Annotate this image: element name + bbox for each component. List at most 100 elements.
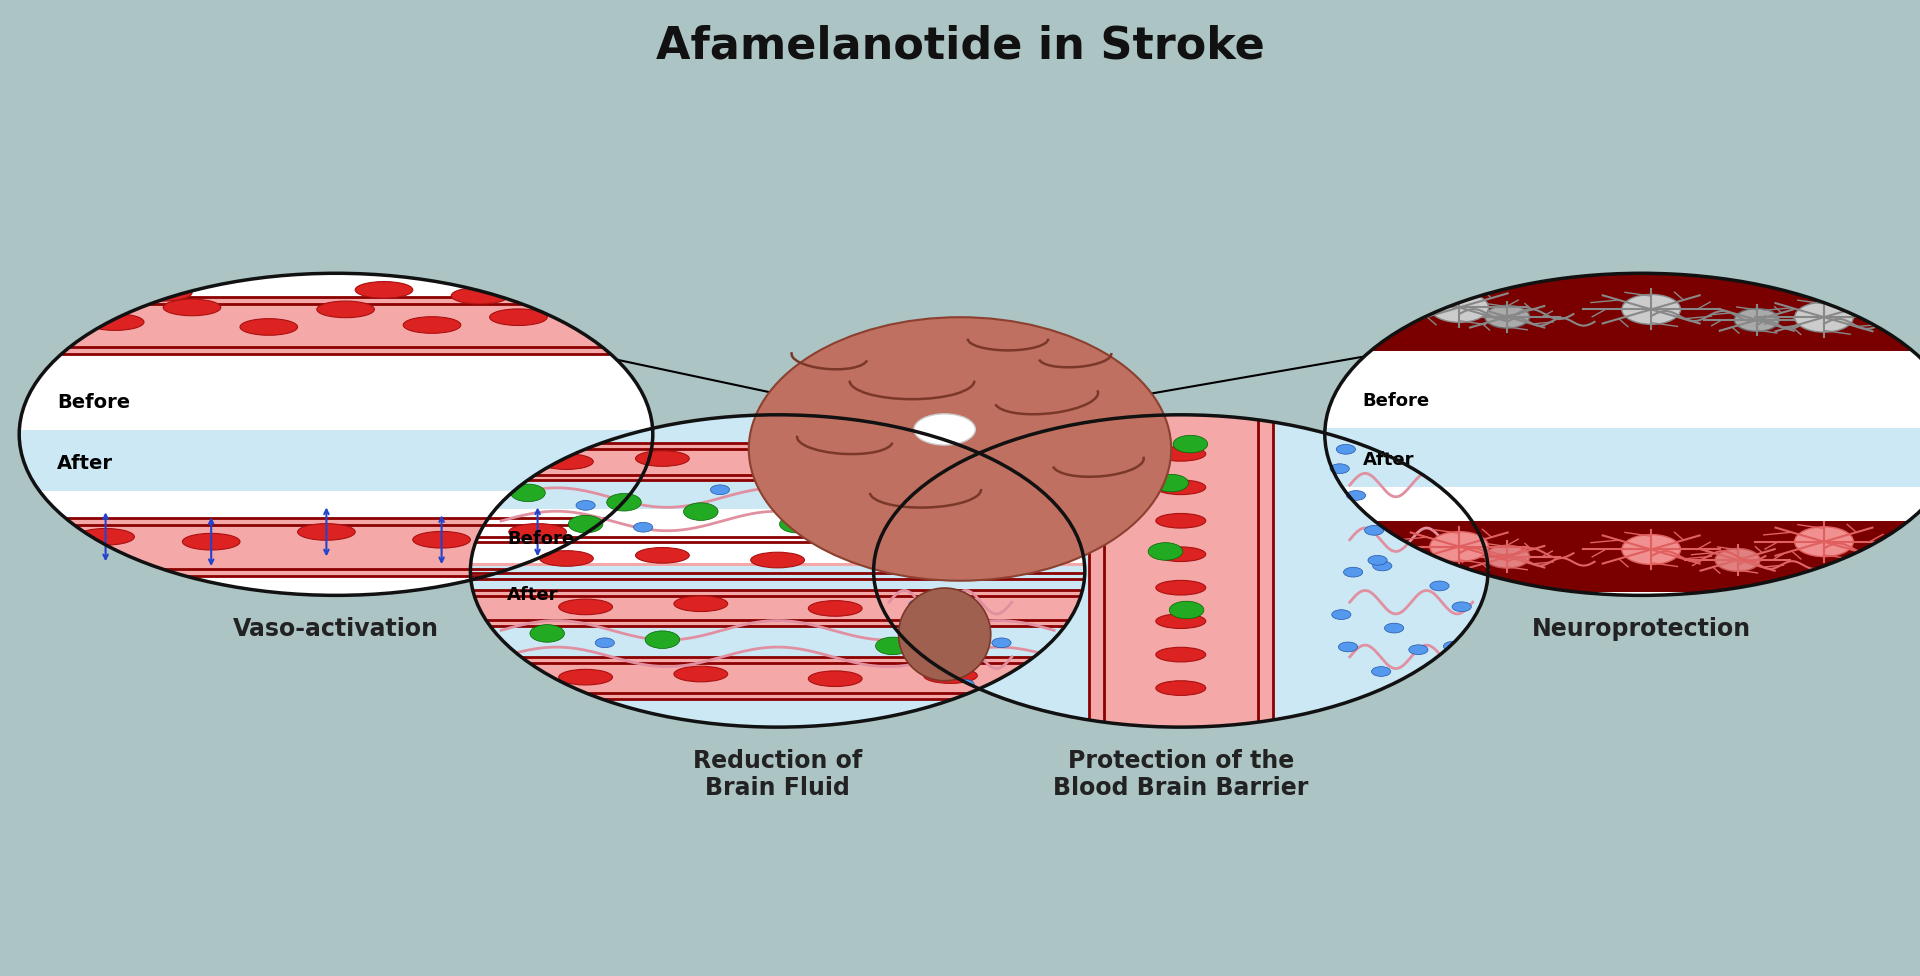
Text: Afamelanotide in Stroke: Afamelanotide in Stroke [655, 24, 1265, 67]
Circle shape [1409, 645, 1428, 655]
Circle shape [874, 415, 1488, 727]
FancyBboxPatch shape [470, 657, 1085, 699]
Circle shape [1173, 435, 1208, 453]
Text: Before: Before [58, 392, 131, 412]
Ellipse shape [751, 552, 804, 568]
Circle shape [1169, 601, 1204, 619]
Ellipse shape [899, 588, 991, 681]
Circle shape [470, 415, 1085, 727]
Ellipse shape [240, 318, 298, 335]
Circle shape [1622, 535, 1680, 564]
Ellipse shape [924, 668, 977, 683]
Ellipse shape [163, 299, 221, 316]
Circle shape [1331, 464, 1350, 473]
FancyBboxPatch shape [1089, 415, 1273, 727]
Ellipse shape [636, 548, 689, 563]
FancyBboxPatch shape [19, 369, 653, 429]
Circle shape [1475, 498, 1494, 508]
Ellipse shape [808, 600, 862, 616]
Ellipse shape [751, 456, 804, 471]
FancyBboxPatch shape [470, 443, 1085, 480]
Circle shape [595, 638, 614, 648]
Ellipse shape [298, 523, 355, 540]
Ellipse shape [490, 308, 547, 325]
Circle shape [960, 633, 979, 643]
Circle shape [780, 515, 814, 533]
Circle shape [1734, 308, 1780, 332]
Circle shape [868, 449, 887, 459]
Circle shape [1417, 461, 1436, 470]
Circle shape [1373, 561, 1392, 571]
Circle shape [1325, 273, 1920, 595]
FancyBboxPatch shape [1325, 273, 1920, 350]
Ellipse shape [86, 313, 144, 330]
Ellipse shape [451, 287, 509, 305]
Circle shape [1371, 667, 1390, 676]
Ellipse shape [1156, 547, 1206, 561]
Circle shape [1365, 525, 1384, 535]
Circle shape [874, 415, 1488, 727]
Circle shape [908, 599, 927, 609]
Ellipse shape [808, 671, 862, 686]
Ellipse shape [317, 301, 374, 317]
Circle shape [1430, 581, 1450, 590]
Ellipse shape [1156, 581, 1206, 595]
Ellipse shape [509, 523, 566, 540]
Circle shape [568, 515, 603, 533]
Ellipse shape [866, 549, 920, 565]
Ellipse shape [355, 281, 413, 299]
Circle shape [876, 637, 910, 655]
Circle shape [470, 415, 1085, 727]
Ellipse shape [77, 528, 134, 545]
Circle shape [511, 484, 545, 502]
Circle shape [977, 542, 996, 551]
Ellipse shape [134, 284, 192, 301]
Ellipse shape [636, 451, 689, 467]
Ellipse shape [559, 670, 612, 685]
Circle shape [931, 618, 950, 628]
Circle shape [1430, 293, 1488, 322]
Circle shape [634, 522, 653, 532]
Circle shape [1715, 549, 1761, 571]
Circle shape [1484, 305, 1530, 328]
Circle shape [1325, 273, 1920, 595]
Circle shape [910, 560, 929, 570]
Circle shape [893, 645, 912, 655]
Circle shape [1344, 567, 1363, 577]
Circle shape [1452, 602, 1471, 612]
Circle shape [958, 648, 977, 658]
Circle shape [1444, 641, 1463, 651]
Ellipse shape [962, 454, 1016, 469]
FancyBboxPatch shape [470, 590, 1085, 626]
Ellipse shape [1156, 681, 1206, 695]
Circle shape [874, 454, 893, 464]
Circle shape [799, 487, 833, 505]
Circle shape [1338, 642, 1357, 652]
Circle shape [607, 494, 641, 511]
Circle shape [19, 273, 653, 595]
Circle shape [645, 630, 680, 648]
Ellipse shape [866, 452, 920, 468]
Circle shape [1430, 532, 1488, 561]
FancyBboxPatch shape [1325, 521, 1920, 592]
Circle shape [922, 454, 941, 464]
FancyBboxPatch shape [470, 566, 1085, 620]
Circle shape [933, 495, 952, 505]
Circle shape [914, 414, 975, 445]
FancyBboxPatch shape [470, 537, 1085, 579]
Circle shape [684, 503, 718, 520]
Circle shape [1622, 295, 1680, 324]
Circle shape [1469, 468, 1488, 477]
Circle shape [954, 679, 973, 689]
Text: Neuroprotection: Neuroprotection [1532, 617, 1751, 641]
FancyBboxPatch shape [1325, 428, 1920, 487]
Circle shape [19, 273, 653, 595]
Text: After: After [1363, 451, 1415, 468]
Text: After: After [507, 587, 559, 604]
Circle shape [576, 501, 595, 510]
FancyBboxPatch shape [19, 298, 653, 353]
Ellipse shape [1156, 480, 1206, 495]
Circle shape [1795, 527, 1853, 556]
Ellipse shape [1156, 614, 1206, 629]
FancyBboxPatch shape [19, 430, 653, 491]
